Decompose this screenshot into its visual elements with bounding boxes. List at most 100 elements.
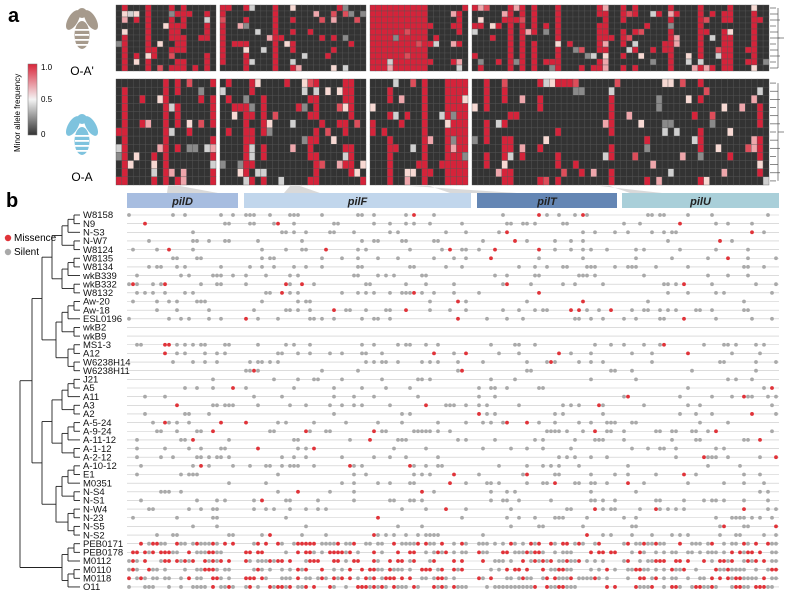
heatmap-cell [489, 144, 496, 153]
silent-dot [324, 507, 328, 511]
silent-dot [694, 567, 698, 572]
silent-dot [646, 541, 650, 546]
heatmap-cell [549, 144, 556, 153]
missence-dot [440, 585, 444, 589]
heatmap-cell [392, 16, 399, 24]
heatmap-cell [709, 34, 716, 42]
silent-dot [179, 316, 183, 321]
heatmap-cell [709, 111, 716, 120]
silent-dot [195, 299, 199, 304]
silent-dot [569, 446, 573, 451]
heatmap-cell [133, 176, 140, 186]
heatmap-cell [266, 28, 273, 36]
heatmap-cell [525, 64, 532, 72]
heatmap-cell [421, 127, 428, 137]
heatmap-cell [462, 86, 469, 96]
heatmap-cell [554, 176, 562, 186]
silent-dot [589, 576, 593, 581]
heatmap-cell [691, 95, 698, 104]
heatmap-cell [139, 103, 146, 112]
heatmap-cell [444, 144, 451, 153]
heatmap-cell [427, 40, 434, 48]
silent-dot [601, 533, 605, 537]
heatmap-cell [421, 144, 428, 153]
heatmap-cell [219, 168, 227, 178]
silent-dot [211, 403, 215, 408]
heatmap-cell [354, 40, 361, 48]
silent-dot [356, 213, 360, 217]
silent-dot [694, 308, 698, 313]
heatmap-cell [519, 111, 526, 120]
heatmap-cell [387, 168, 394, 178]
heatmap-cell [121, 103, 128, 112]
silent-dot [464, 481, 468, 486]
silent-dot [460, 550, 464, 555]
silent-dot [167, 576, 171, 581]
silent-dot [485, 403, 489, 408]
silent-dot [388, 498, 392, 503]
heatmap-cell [151, 10, 158, 18]
silent-dot [565, 567, 569, 572]
heatmap-cell [715, 168, 722, 178]
gene-connector [167, 186, 218, 193]
missence-dot [376, 515, 380, 520]
silent-dot [260, 533, 264, 537]
silent-dot [678, 412, 682, 416]
heatmap-cell [519, 16, 526, 24]
heatmap-cell [139, 40, 146, 48]
heatmap-cell [614, 103, 621, 112]
heatmap-cell [174, 95, 181, 104]
silent-dot [332, 567, 336, 572]
heatmap-cell [697, 160, 704, 169]
silent-dot [513, 342, 517, 347]
heatmap-cell [398, 103, 405, 112]
heatmap-cell [489, 168, 496, 178]
heatmap-cell [751, 58, 758, 66]
silent-dot [662, 550, 666, 555]
missence-dot [276, 221, 280, 226]
strain-label: Aw-18 [83, 305, 110, 316]
heatmap-cell [655, 144, 663, 153]
heatmap-cell [381, 86, 388, 96]
heatmap-cell [745, 22, 752, 30]
silent-dot [561, 550, 565, 555]
heatmap-cell [278, 58, 285, 66]
heatmap-cell [162, 127, 170, 137]
heatmap-cell [404, 127, 411, 137]
silent-dot [593, 498, 597, 503]
silent-dot [135, 455, 139, 460]
heatmap-cell [489, 152, 496, 161]
silent-dot [774, 394, 778, 399]
silent-dot [452, 290, 456, 295]
missence-dot [444, 507, 448, 511]
heatmap-cell [284, 58, 291, 66]
missence-dot [436, 550, 440, 555]
heatmap-cell [650, 28, 657, 36]
silent-dot [674, 282, 678, 287]
silent-dot [215, 515, 219, 520]
heatmap-cell [456, 111, 463, 120]
silent-dot [268, 567, 272, 572]
heatmap-cell [392, 86, 399, 96]
heatmap-cell [685, 103, 692, 112]
silent-dot [260, 265, 264, 269]
heatmap-cell [751, 144, 758, 153]
silent-dot [312, 463, 316, 468]
heatmap-cell [231, 176, 238, 186]
heatmap-cell [433, 34, 440, 42]
bee-head [77, 114, 87, 124]
missence-dot [758, 438, 762, 442]
silent-dot [135, 559, 139, 563]
heatmap-cell [381, 160, 388, 169]
silent-dot [388, 308, 392, 313]
heatmap-cell [336, 111, 343, 120]
heatmap-cell [139, 119, 146, 129]
heatmap-cell [410, 86, 417, 96]
heatmap-cell [180, 16, 187, 24]
silent-dot [416, 377, 420, 382]
heatmap-cell [560, 152, 568, 161]
missence-dot [593, 576, 597, 581]
bee-stripe [75, 34, 89, 36]
heatmap-cell [180, 103, 187, 112]
silent-dot [284, 247, 288, 252]
